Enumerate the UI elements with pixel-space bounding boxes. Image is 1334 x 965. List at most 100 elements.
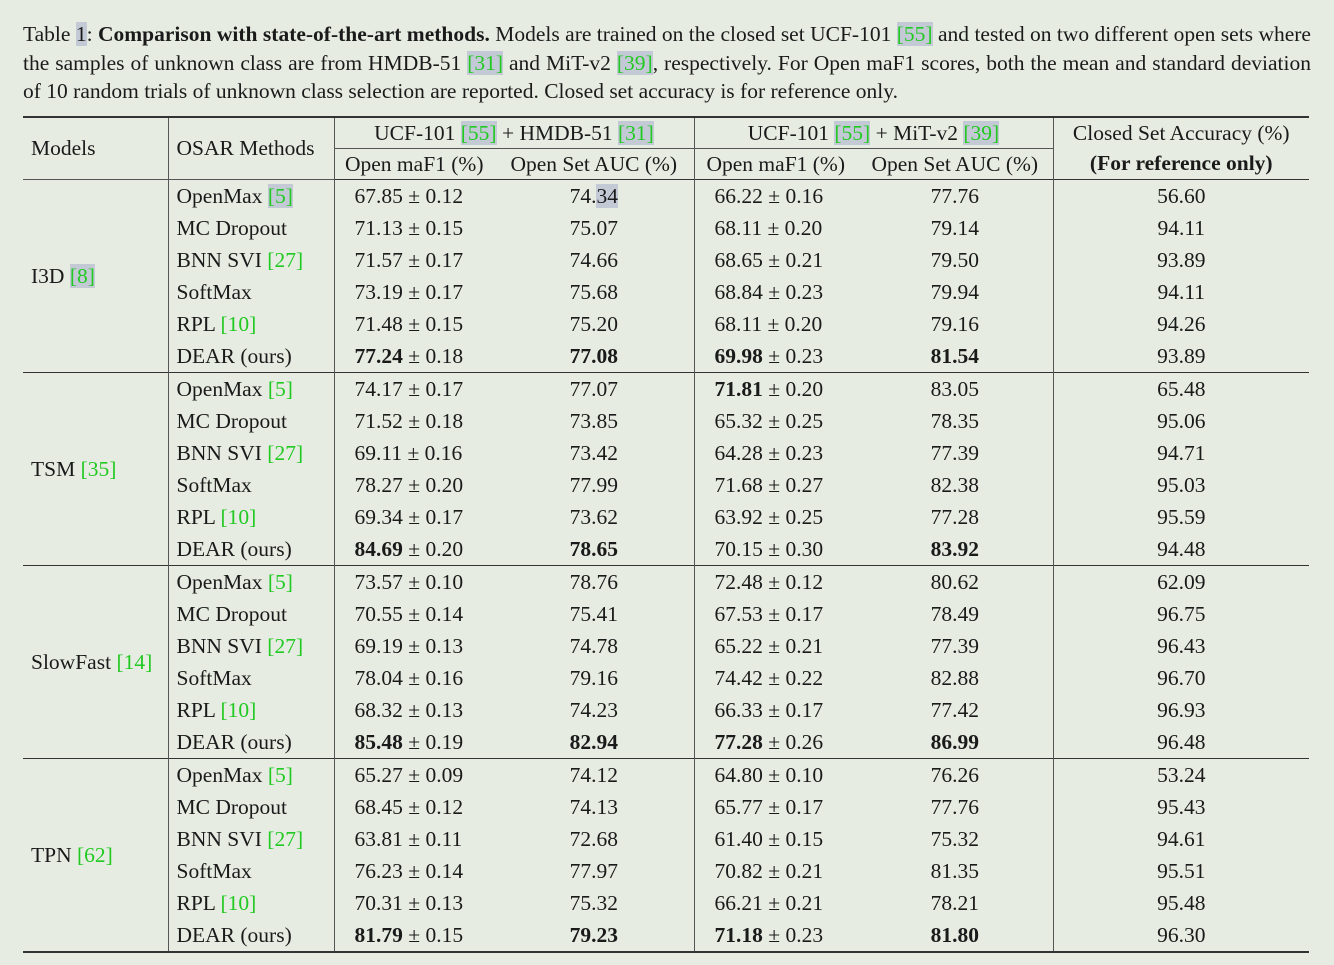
citation-link[interactable]: [27]: [267, 826, 304, 851]
method-label: DEAR (ours): [176, 343, 292, 368]
method-label: DEAR (ours): [176, 922, 292, 947]
citation-link[interactable]: [27]: [267, 633, 304, 658]
maf1-std: 0.16: [425, 665, 464, 690]
open-maf1-mit: 71.68 ± 0.27: [693, 469, 857, 501]
open-maf1-hmdb: 78.27 ± 0.20: [333, 469, 494, 501]
acc-value: 94.61: [1157, 826, 1206, 851]
citation-link[interactable]: [5]: [267, 762, 293, 787]
maf1-mean: 71.13: [354, 215, 403, 240]
caption-text: and MiT-v2: [503, 50, 617, 75]
auc-value: 81.80: [930, 922, 979, 947]
open-auc-mit: 81.80: [857, 919, 1053, 952]
header-group-mit: UCF-101 [55] + MiT-v2 [39]: [693, 117, 1053, 149]
acc-value: 96.48: [1157, 729, 1206, 754]
plus-minus: ±: [762, 601, 786, 626]
auc-value: 74.78: [569, 633, 618, 658]
plus-minus: ±: [762, 183, 786, 208]
open-auc-hmdb: 75.32: [494, 887, 694, 919]
method-label: SoftMax: [176, 665, 252, 690]
plus-minus: ±: [402, 729, 426, 754]
method-name: OpenMax [5]: [167, 565, 334, 598]
open-auc-mit: 75.32: [857, 823, 1053, 855]
auc-value: 74.12: [569, 762, 618, 787]
open-maf1-mit: 68.65 ± 0.21: [693, 244, 857, 276]
open-maf1-hmdb: 68.45 ± 0.12: [333, 791, 494, 823]
maf1-mean: 76.23: [354, 858, 403, 883]
table-row: RPL [10] 70.31 ± 0.13 75.32 66.21 ± 0.21 78.…: [23, 887, 1309, 919]
maf1-mean: 71.57: [354, 247, 403, 272]
citation-link[interactable]: [55]: [460, 120, 497, 145]
open-maf1-hmdb: 78.04 ± 0.16: [333, 662, 494, 694]
closed-acc: 96.75: [1052, 598, 1309, 630]
header-open-auc-hmdb: Open Set AUC (%): [510, 151, 678, 176]
maf1-mean: 61.40: [714, 826, 763, 851]
citation-link[interactable]: [31]: [618, 120, 654, 145]
open-auc-mit: 79.94: [857, 276, 1053, 308]
caption-text: , respectively. For Open maF1 scores, bo…: [23, 50, 1312, 104]
maf1-mean: 63.81: [354, 826, 403, 851]
header-open-maf1-hmdb: Open maF1 (%): [333, 148, 494, 180]
method-name: BNN SVI [27]: [167, 630, 334, 662]
plus-minus: ±: [762, 440, 786, 465]
acc-value: 94.11: [1157, 215, 1206, 240]
plus-minus: ±: [762, 665, 786, 690]
auc-value: 82.38: [930, 472, 979, 497]
open-auc-mit: 78.49: [857, 598, 1053, 630]
citation-link[interactable]: [5]: [267, 569, 293, 594]
method-name: MC Dropout: [167, 791, 334, 823]
maf1-std: 0.17: [425, 376, 464, 401]
citation-link[interactable]: [5]: [267, 183, 293, 208]
open-auc-hmdb: 78.65: [494, 533, 694, 566]
model-group: SlowFast [14] OpenMax [5] 73.57 ± 0.10 78.7…: [23, 565, 1309, 759]
auc-value: 78.49: [930, 601, 979, 626]
open-maf1-mit: 65.22 ± 0.21: [693, 630, 857, 662]
model-name: TSM [35]: [23, 373, 168, 566]
auc-value: 73.42: [569, 440, 618, 465]
maf1-std: 0.17: [425, 279, 464, 304]
method-name: DEAR (ours): [167, 533, 334, 566]
citation-link[interactable]: [10]: [220, 890, 257, 915]
citation-link[interactable]: [39]: [616, 50, 653, 75]
header-open-auc-mit: Open Set AUC (%): [871, 151, 1039, 176]
method-label: RPL: [176, 311, 221, 336]
citation-link[interactable]: [62]: [77, 842, 113, 867]
open-maf1-mit: 77.28 ± 0.26: [693, 726, 857, 759]
citation-link[interactable]: [31]: [467, 50, 504, 75]
method-label: RPL: [176, 890, 221, 915]
method-name: MC Dropout: [167, 598, 334, 630]
method-label: OpenMax: [176, 762, 268, 787]
citation-link[interactable]: [55]: [834, 120, 871, 145]
auc-value: 75.41: [569, 601, 618, 626]
open-maf1-mit: 68.11 ± 0.20: [693, 308, 857, 340]
citation-link[interactable]: [39]: [963, 120, 1000, 145]
citation-link[interactable]: [10]: [220, 504, 257, 529]
citation-link[interactable]: [35]: [80, 456, 117, 481]
citation-link[interactable]: [14]: [116, 649, 153, 674]
open-auc-hmdb: 74.23: [494, 694, 694, 726]
citation-link[interactable]: [27]: [267, 440, 304, 465]
header-methods: OSAR Methods: [167, 117, 334, 180]
maf1-std: 0.25: [785, 408, 824, 433]
plus-minus: ±: [762, 504, 786, 529]
citation-link[interactable]: [5]: [267, 376, 293, 401]
open-auc-hmdb: 75.20: [494, 308, 694, 340]
acc-value: 96.43: [1157, 633, 1206, 658]
citation-link[interactable]: [55]: [896, 22, 933, 46]
maf1-std: 0.13: [425, 633, 464, 658]
acc-value: 96.75: [1157, 601, 1206, 626]
maf1-std: 0.20: [784, 311, 823, 336]
plus-minus: ±: [762, 569, 786, 594]
citation-link[interactable]: [8]: [69, 263, 95, 288]
table-number-link[interactable]: 1: [75, 22, 87, 46]
maf1-mean: 63.92: [714, 504, 763, 529]
open-maf1-hmdb: 71.52 ± 0.18: [333, 405, 494, 437]
open-maf1-hmdb: 73.57 ± 0.10: [333, 565, 494, 598]
acc-value: 56.60: [1157, 183, 1206, 208]
maf1-std: 0.15: [785, 826, 824, 851]
table-row: SoftMax 76.23 ± 0.14 77.97 70.82 ± 0.21 81.3…: [23, 855, 1309, 887]
model-name: SlowFast [14]: [23, 566, 168, 759]
citation-link[interactable]: [27]: [267, 247, 304, 272]
citation-link[interactable]: [10]: [220, 311, 257, 336]
citation-link[interactable]: [10]: [220, 697, 257, 722]
open-maf1-hmdb: 71.48 ± 0.15: [333, 308, 494, 340]
